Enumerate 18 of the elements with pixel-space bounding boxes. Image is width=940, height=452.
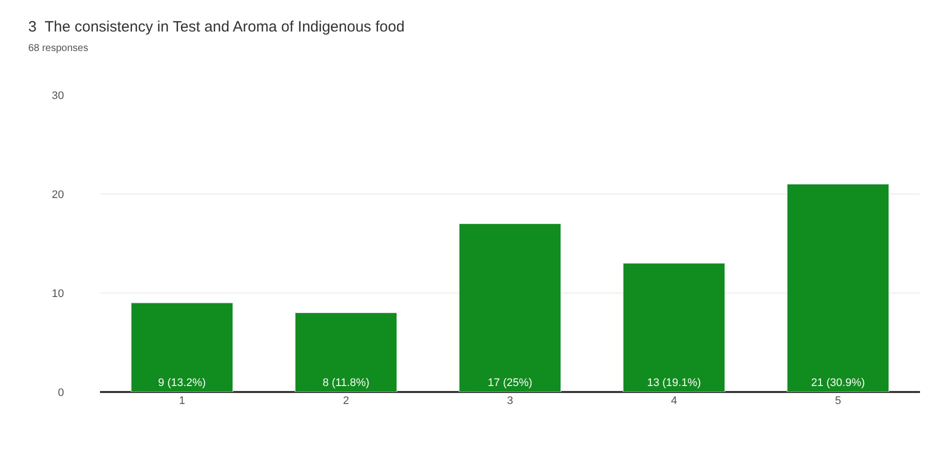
data-label: 8 (11.8%) — [322, 377, 370, 389]
data-label: 21 (30.9%) — [811, 377, 865, 389]
y-tick-label: 10 — [52, 288, 64, 300]
bar — [130, 302, 234, 392]
bar — [294, 312, 398, 392]
y-tick-label: 20 — [52, 188, 64, 201]
data-label: 13 (19.1%) — [647, 377, 701, 389]
data-label: 17 (25%) — [488, 377, 532, 389]
x-tick-label: 4 — [670, 395, 678, 407]
x-tick-label: 2 — [342, 395, 350, 407]
x-tick-label: 5 — [834, 395, 842, 407]
x-tick-label: 1 — [178, 395, 186, 407]
y-tick-label: 0 — [58, 386, 64, 399]
y-tick-label: 30 — [52, 90, 64, 102]
chart-subtitle: 68 responses — [28, 43, 88, 54]
data-label: 9 (13.2%) — [158, 377, 206, 389]
x-tick-label: 3 — [506, 395, 514, 407]
chart-title: 3 The consistency in Test and Aroma of Indigenous food — [28, 18, 405, 36]
